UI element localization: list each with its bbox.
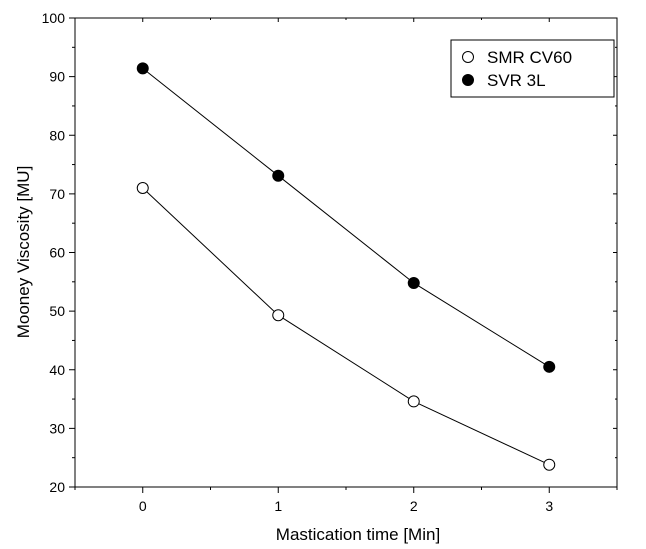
data-point-svr-3l — [272, 169, 285, 182]
y-tick-label: 40 — [49, 362, 65, 378]
legend-marker-svr-3l — [462, 74, 474, 86]
y-tick-label: 50 — [49, 303, 65, 319]
y-tick-label: 20 — [49, 479, 65, 495]
x-axis-ticks: 0 1 2 3 — [74, 18, 618, 514]
data-point-svr-3l — [407, 276, 420, 289]
y-axis-title: Mooney Viscosity [MU] — [14, 166, 33, 339]
y-tick-label: 60 — [49, 245, 65, 261]
legend-box — [450, 39, 615, 98]
series-line-svr-3l — [142, 68, 550, 368]
data-point-svr-3l — [543, 360, 556, 373]
x-tick-label: 0 — [139, 498, 147, 514]
data-point-smr-cv60 — [272, 309, 285, 322]
y-tick-label: 90 — [49, 69, 65, 85]
data-point-smr-cv60 — [407, 395, 420, 408]
data-point-smr-cv60 — [136, 182, 149, 195]
y-tick-label: 70 — [49, 186, 65, 202]
y-axis-ticks: 20 30 40 50 60 70 80 90 100 — [42, 10, 617, 495]
x-tick-label: 3 — [545, 498, 553, 514]
x-tick-label: 1 — [274, 498, 282, 514]
series-line-smr-cv60 — [142, 187, 550, 466]
data-point-svr-3l — [136, 62, 149, 75]
legend: SMR CV60 SVR 3L — [450, 39, 615, 98]
legend-marker-smr-cv60 — [462, 51, 474, 63]
legend-label-svr-3l: SVR 3L — [487, 71, 546, 90]
data-point-smr-cv60 — [543, 458, 556, 471]
series-lines — [136, 62, 556, 471]
x-axis-title: Mastication time [Min] — [276, 525, 440, 544]
y-tick-label: 100 — [42, 10, 66, 26]
y-tick-label: 30 — [49, 420, 65, 436]
y-tick-label: 80 — [49, 127, 65, 143]
x-tick-label: 2 — [410, 498, 418, 514]
legend-label-smr-cv60: SMR CV60 — [487, 48, 572, 67]
